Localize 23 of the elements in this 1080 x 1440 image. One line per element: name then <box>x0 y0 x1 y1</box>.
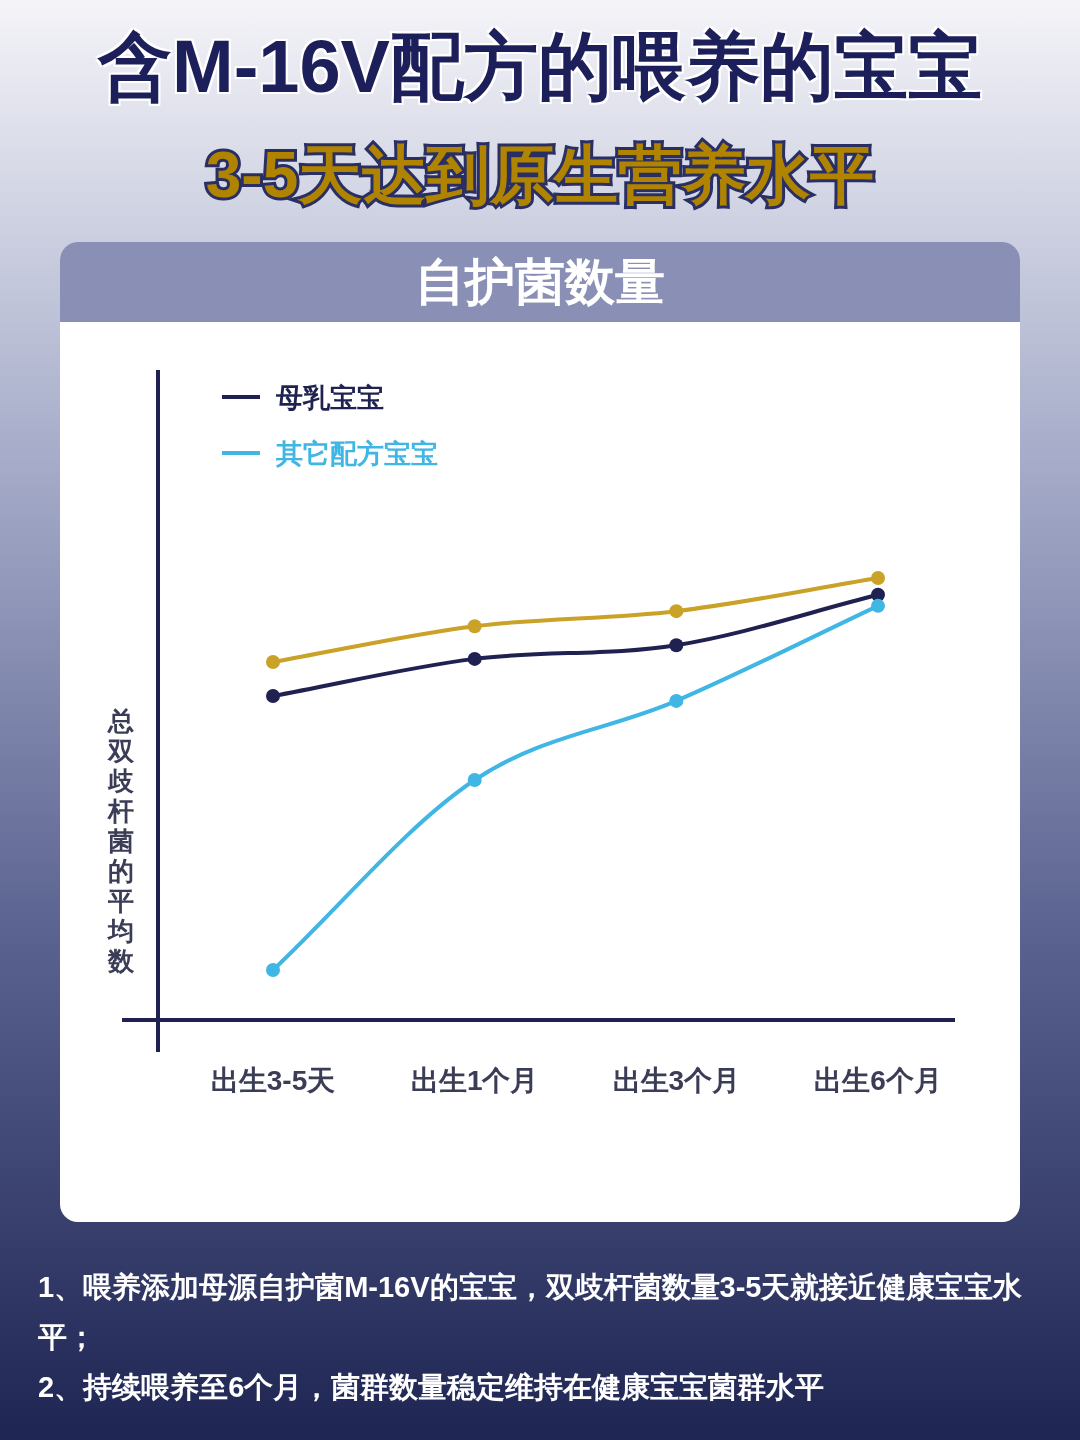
point <box>669 693 684 708</box>
point <box>467 619 482 634</box>
chart-title: 含M-16V配方的喂养的宝宝 <box>96 24 983 110</box>
x-tick-label: 出生3-5天 <box>210 1065 336 1096</box>
point <box>871 571 885 585</box>
point <box>669 604 684 619</box>
point <box>669 638 684 653</box>
text: 2、持续喂养至6个月，菌群数量稳定维持在健康宝宝菌群水平 <box>38 1370 826 1405</box>
legend-label: 母乳宝宝 <box>275 383 384 413</box>
text: 1、喂养添加母源自护菌M-16V的宝宝，双歧杆菌数量3-5天就接近健康宝宝水平； <box>38 1270 1024 1355</box>
point <box>467 651 482 666</box>
point <box>871 598 885 613</box>
legend-label: 其它配方宝宝 <box>275 439 438 469</box>
point <box>266 654 280 669</box>
text: 总双歧杆菌的平均数 <box>108 706 134 976</box>
point <box>266 963 280 978</box>
point <box>467 772 482 787</box>
x-tick-label: 出生6个月 <box>814 1065 942 1096</box>
x-tick-label: 出生3个月 <box>612 1065 741 1096</box>
point <box>266 689 280 704</box>
text: 自护菌数量 <box>60 242 1020 322</box>
x-tick-label: 出生1个月 <box>410 1065 539 1096</box>
chart-subtitle: 3-5天达到原生营养水平 <box>204 138 876 213</box>
